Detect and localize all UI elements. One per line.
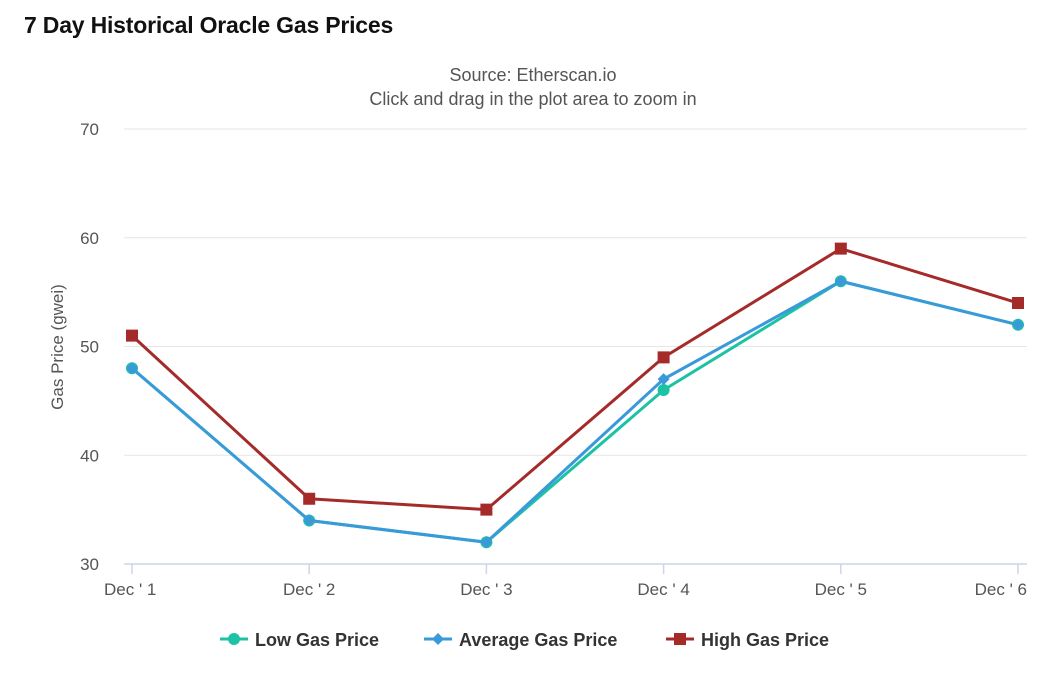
data-point-high-gas-price[interactable] bbox=[480, 503, 493, 516]
legend-label[interactable]: High Gas Price bbox=[701, 630, 829, 650]
data-point-average-gas-price[interactable] bbox=[480, 536, 493, 549]
chart-subtitle: Source: Etherscan.io Click and drag in t… bbox=[369, 65, 696, 109]
data-point-average-gas-price[interactable] bbox=[834, 275, 847, 288]
data-point-high-gas-price[interactable] bbox=[657, 351, 670, 364]
chart-subtitle-source: Source: Etherscan.io bbox=[449, 65, 616, 85]
data-point-average-gas-price[interactable] bbox=[1012, 318, 1024, 331]
series-line-high-gas-price[interactable] bbox=[130, 247, 1020, 512]
y-tick-label: 40 bbox=[80, 446, 99, 465]
chart-subtitle-zoom-hint: Click and drag in the plot area to zoom … bbox=[369, 89, 696, 109]
legend-label[interactable]: Low Gas Price bbox=[255, 630, 379, 650]
series-average-gas-price[interactable] bbox=[126, 275, 1024, 549]
series-low-gas-price[interactable] bbox=[126, 275, 1024, 549]
data-point-average-gas-price[interactable] bbox=[303, 514, 316, 527]
x-tick-label: Dec ' 5 bbox=[815, 580, 867, 599]
page-title: 7 Day Historical Oracle Gas Prices bbox=[24, 12, 394, 38]
series-line-average-gas-price[interactable] bbox=[130, 279, 1020, 544]
x-axis: Dec ' 1 Dec ' 2 Dec ' 3 Dec ' 4 Dec ' 5 Dec '… bbox=[104, 563, 1027, 599]
series-high-gas-price[interactable] bbox=[126, 242, 1024, 516]
y-tick-label: 50 bbox=[80, 338, 99, 357]
data-point-average-gas-price[interactable] bbox=[126, 362, 138, 375]
x-tick-label: Dec ' 2 bbox=[283, 580, 335, 599]
chart-gridlines bbox=[124, 128, 1027, 456]
legend-item-average-gas-price[interactable]: Average Gas Price bbox=[424, 630, 617, 650]
data-point-high-gas-price[interactable] bbox=[303, 492, 316, 505]
data-point-high-gas-price[interactable] bbox=[1012, 297, 1024, 309]
x-tick-label: Dec ' 3 bbox=[460, 580, 512, 599]
chart-series[interactable] bbox=[126, 242, 1024, 549]
legend-swatch-marker[interactable] bbox=[674, 633, 686, 645]
y-tick-label: 60 bbox=[80, 229, 99, 248]
legend-swatch-marker[interactable] bbox=[432, 633, 444, 645]
legend-swatch-marker[interactable] bbox=[228, 633, 240, 645]
y-axis-tick-labels: 30 40 50 60 70 bbox=[80, 120, 99, 574]
data-point-high-gas-price[interactable] bbox=[126, 329, 138, 342]
data-point-high-gas-price[interactable] bbox=[834, 242, 847, 255]
legend-label[interactable]: Average Gas Price bbox=[459, 630, 617, 650]
data-point-average-gas-price[interactable] bbox=[657, 373, 670, 386]
x-tick-label: Dec ' 4 bbox=[637, 580, 689, 599]
x-tick-label: Dec ' 1 bbox=[104, 580, 156, 599]
x-tick-label: Dec ' 6 bbox=[975, 580, 1027, 599]
series-line-low-gas-price[interactable] bbox=[130, 279, 1020, 544]
chart-legend[interactable]: Low Gas Price Average Gas Price High Gas P… bbox=[220, 630, 829, 650]
data-point-low-gas-price[interactable] bbox=[657, 384, 670, 396]
y-axis-title: Gas Price (gwei) bbox=[48, 284, 67, 410]
y-tick-label: 30 bbox=[80, 555, 99, 574]
legend-item-high-gas-price[interactable]: High Gas Price bbox=[666, 630, 829, 650]
y-tick-label: 70 bbox=[80, 120, 99, 139]
legend-item-low-gas-price[interactable]: Low Gas Price bbox=[220, 630, 379, 650]
